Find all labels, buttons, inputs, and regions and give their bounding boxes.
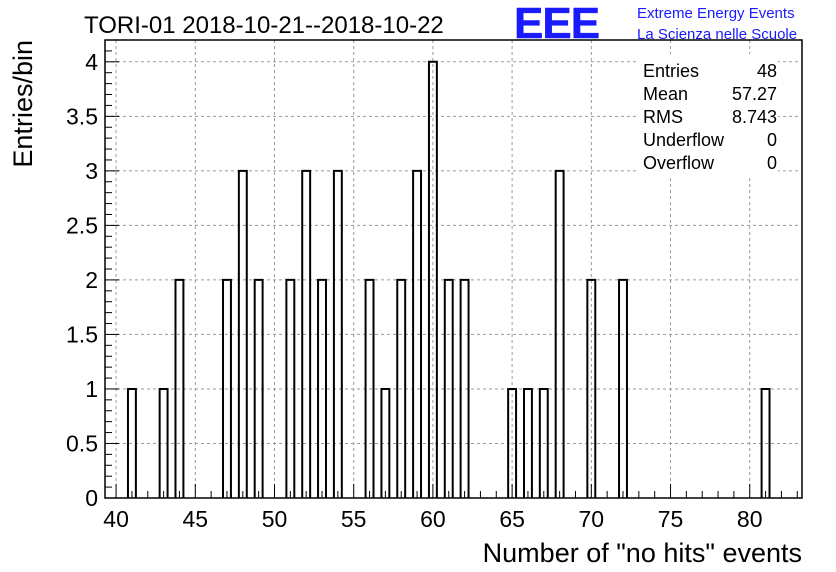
histogram-bar xyxy=(364,278,375,498)
x-tick-label: 60 xyxy=(420,506,446,532)
histogram-bar xyxy=(586,278,597,498)
histogram-bar xyxy=(317,278,327,498)
histogram-bar xyxy=(459,278,470,498)
histogram-bar xyxy=(285,278,296,498)
y-tick-label: 2.5 xyxy=(66,212,98,238)
histogram-bar xyxy=(158,387,169,498)
y-tick-label: 0 xyxy=(85,485,98,511)
axis-ticks xyxy=(105,39,798,499)
y-tick-label: 2 xyxy=(85,267,98,293)
y-tick-label: 4 xyxy=(85,49,98,75)
stats-label: Underflow xyxy=(643,130,725,150)
histogram-bar xyxy=(538,387,549,498)
stats-label: RMS xyxy=(643,107,683,127)
stats-value: 57.27 xyxy=(732,84,777,104)
histogram-bar xyxy=(618,278,628,498)
stats-label: Mean xyxy=(643,84,688,104)
y-tick-label: 0.5 xyxy=(66,430,98,456)
histogram-bar xyxy=(396,278,407,498)
stats-label: Overflow xyxy=(643,153,715,173)
y-tick-labels: 0 0.5 1 1.5 2 2.5 3 3.5 4 xyxy=(66,49,98,511)
histogram-bar xyxy=(222,278,232,498)
histogram-bar xyxy=(126,387,137,498)
stats-value: 0 xyxy=(767,130,777,150)
eee-logo: EEE Extreme Energy Events La Scienza nel… xyxy=(514,0,797,48)
x-tick-label: 50 xyxy=(262,506,288,532)
x-tick-label: 55 xyxy=(341,506,367,532)
y-tick-label: 1.5 xyxy=(66,321,98,347)
histogram-bar xyxy=(253,278,264,498)
histogram-bar xyxy=(443,278,454,498)
x-tick-label: 70 xyxy=(579,506,605,532)
histogram-bar xyxy=(412,169,423,498)
y-axis-title: Entries/bin xyxy=(8,40,38,168)
y-tick-label: 1 xyxy=(85,376,98,402)
histogram-bar xyxy=(332,169,343,498)
eee-logo-mark: EEE xyxy=(514,0,599,48)
y-tick-label: 3 xyxy=(85,158,98,184)
histogram-bar xyxy=(380,387,391,498)
eee-logo-line1: Extreme Energy Events xyxy=(637,5,795,22)
histogram-bar xyxy=(507,387,518,498)
x-tick-label: 40 xyxy=(103,506,129,532)
y-tick-label: 3.5 xyxy=(66,103,98,129)
x-axis-title: Number of "no hits" events xyxy=(483,538,802,568)
histogram-bar xyxy=(174,278,185,498)
x-tick-labels: 40 45 50 55 60 65 70 75 80 xyxy=(103,506,762,532)
histogram-bar xyxy=(522,387,533,498)
stats-box: Entries 48 Mean 57.27 RMS 8.743 Underflow 0 Over… xyxy=(636,54,778,176)
stats-value: 8.743 xyxy=(732,107,777,127)
stats-value: 0 xyxy=(767,153,777,173)
histogram-bar xyxy=(237,169,248,498)
x-tick-label: 75 xyxy=(658,506,684,532)
histogram-bar xyxy=(760,387,771,498)
histogram-bar xyxy=(301,169,312,498)
histogram-bar xyxy=(427,60,438,498)
histogram-bar xyxy=(554,169,565,498)
histogram-bars xyxy=(126,60,771,498)
x-tick-label: 65 xyxy=(499,506,525,532)
eee-logo-line2: La Scienza nelle Scuole xyxy=(637,26,797,43)
chart-title: TORI-01 2018-10-21--2018-10-22 xyxy=(84,12,444,39)
stats-value: 48 xyxy=(757,61,777,81)
stats-label: Entries xyxy=(643,61,699,81)
x-tick-label: 45 xyxy=(182,506,208,532)
x-tick-label: 80 xyxy=(737,506,763,532)
stats-box-background xyxy=(636,54,778,176)
